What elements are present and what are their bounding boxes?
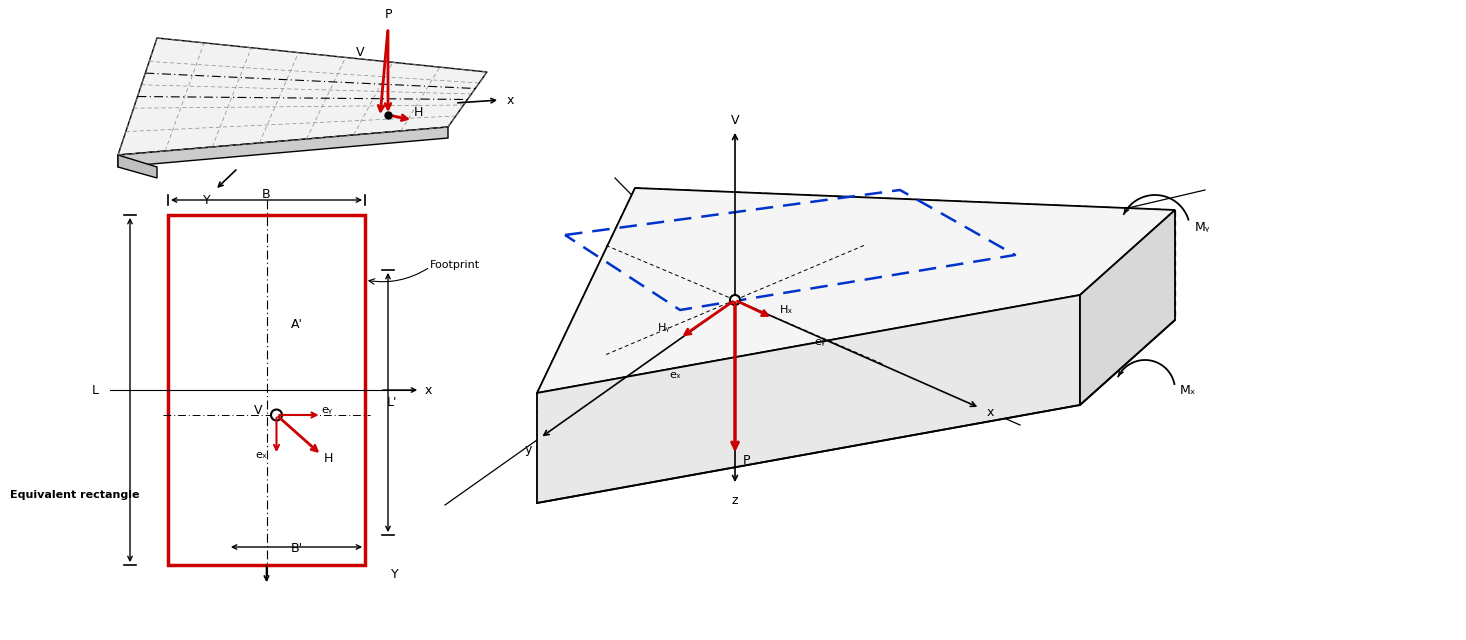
Text: Y: Y (204, 193, 211, 207)
Text: Hᵧ: Hᵧ (657, 323, 670, 333)
Text: eₓ: eₓ (255, 450, 267, 460)
Polygon shape (169, 215, 365, 565)
Text: eᵧ: eᵧ (815, 337, 825, 347)
Text: eᵧ: eᵧ (321, 405, 331, 415)
Text: B': B' (290, 541, 302, 554)
Text: eₓ: eₓ (668, 370, 680, 380)
Text: P: P (743, 454, 751, 467)
Circle shape (271, 410, 281, 420)
Text: Y: Y (391, 568, 399, 582)
Polygon shape (1080, 210, 1176, 405)
Polygon shape (537, 188, 1176, 393)
Text: A': A' (290, 319, 302, 332)
Text: Equivalent rectangle: Equivalent rectangle (10, 490, 139, 500)
Text: x: x (987, 406, 994, 419)
Text: H: H (324, 451, 333, 465)
Text: V: V (356, 45, 364, 58)
Text: H: H (413, 106, 422, 120)
Text: x: x (424, 383, 431, 397)
Text: V: V (254, 403, 262, 417)
Text: B: B (262, 189, 271, 202)
Polygon shape (537, 188, 635, 503)
Text: L': L' (387, 396, 397, 409)
Text: P: P (384, 8, 391, 22)
Text: z: z (732, 493, 739, 506)
Text: Footprint: Footprint (430, 260, 481, 270)
Text: Mₓ: Mₓ (1180, 383, 1196, 397)
Text: Mᵧ: Mᵧ (1195, 221, 1211, 234)
Polygon shape (117, 155, 157, 178)
Text: y: y (525, 444, 532, 456)
Text: x: x (506, 93, 513, 106)
Polygon shape (117, 127, 449, 167)
Polygon shape (537, 295, 1080, 503)
Polygon shape (229, 270, 365, 535)
Text: V: V (730, 113, 739, 127)
Polygon shape (117, 38, 487, 155)
Text: Hₓ: Hₓ (780, 305, 793, 315)
Text: L: L (91, 383, 98, 397)
Circle shape (730, 295, 740, 305)
